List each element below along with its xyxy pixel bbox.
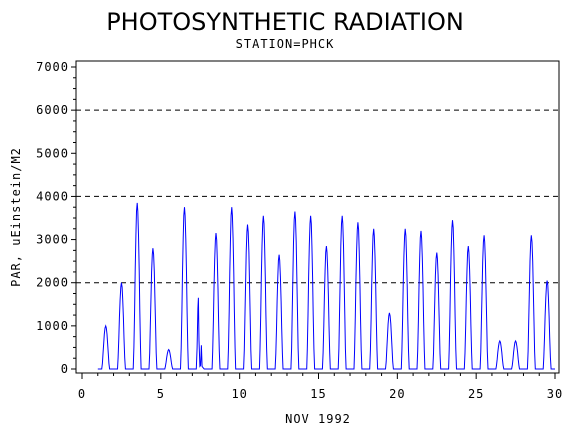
y-tick-label: 2000 bbox=[36, 276, 69, 290]
par-series-line bbox=[97, 202, 555, 370]
x-axis-label: NOV 1992 bbox=[285, 412, 351, 426]
y-tick-label: 7000 bbox=[36, 60, 69, 74]
x-tick-label: 15 bbox=[310, 387, 326, 401]
y-tick-label: 1000 bbox=[36, 319, 69, 333]
x-tick-label: 30 bbox=[547, 387, 563, 401]
x-axis: 0 5 10 15 20 25 30 bbox=[78, 373, 563, 401]
x-tick-label: 5 bbox=[157, 387, 165, 401]
chart-title: PHOTOSYNTHETIC RADIATION bbox=[106, 8, 464, 36]
y-tick-label: 5000 bbox=[36, 146, 69, 160]
y-tick-label: 4000 bbox=[36, 189, 69, 203]
y-tick-label: 6000 bbox=[36, 103, 69, 117]
y-tick-label: 0 bbox=[61, 362, 69, 376]
reference-lines bbox=[76, 109, 559, 284]
y-axis: 0 1000 2000 3000 4000 5000 6000 7000 bbox=[36, 60, 76, 376]
y-tick-label: 3000 bbox=[36, 233, 69, 247]
plot-frame bbox=[75, 60, 560, 374]
series-group bbox=[97, 202, 555, 370]
chart-subtitle: STATION=PHCK bbox=[236, 37, 335, 51]
x-tick-label: 0 bbox=[78, 387, 86, 401]
x-tick-label: 10 bbox=[231, 387, 247, 401]
x-tick-label: 20 bbox=[389, 387, 405, 401]
x-tick-label: 25 bbox=[468, 387, 484, 401]
y-axis-label: PAR, uEinstein/M2 bbox=[9, 147, 23, 287]
